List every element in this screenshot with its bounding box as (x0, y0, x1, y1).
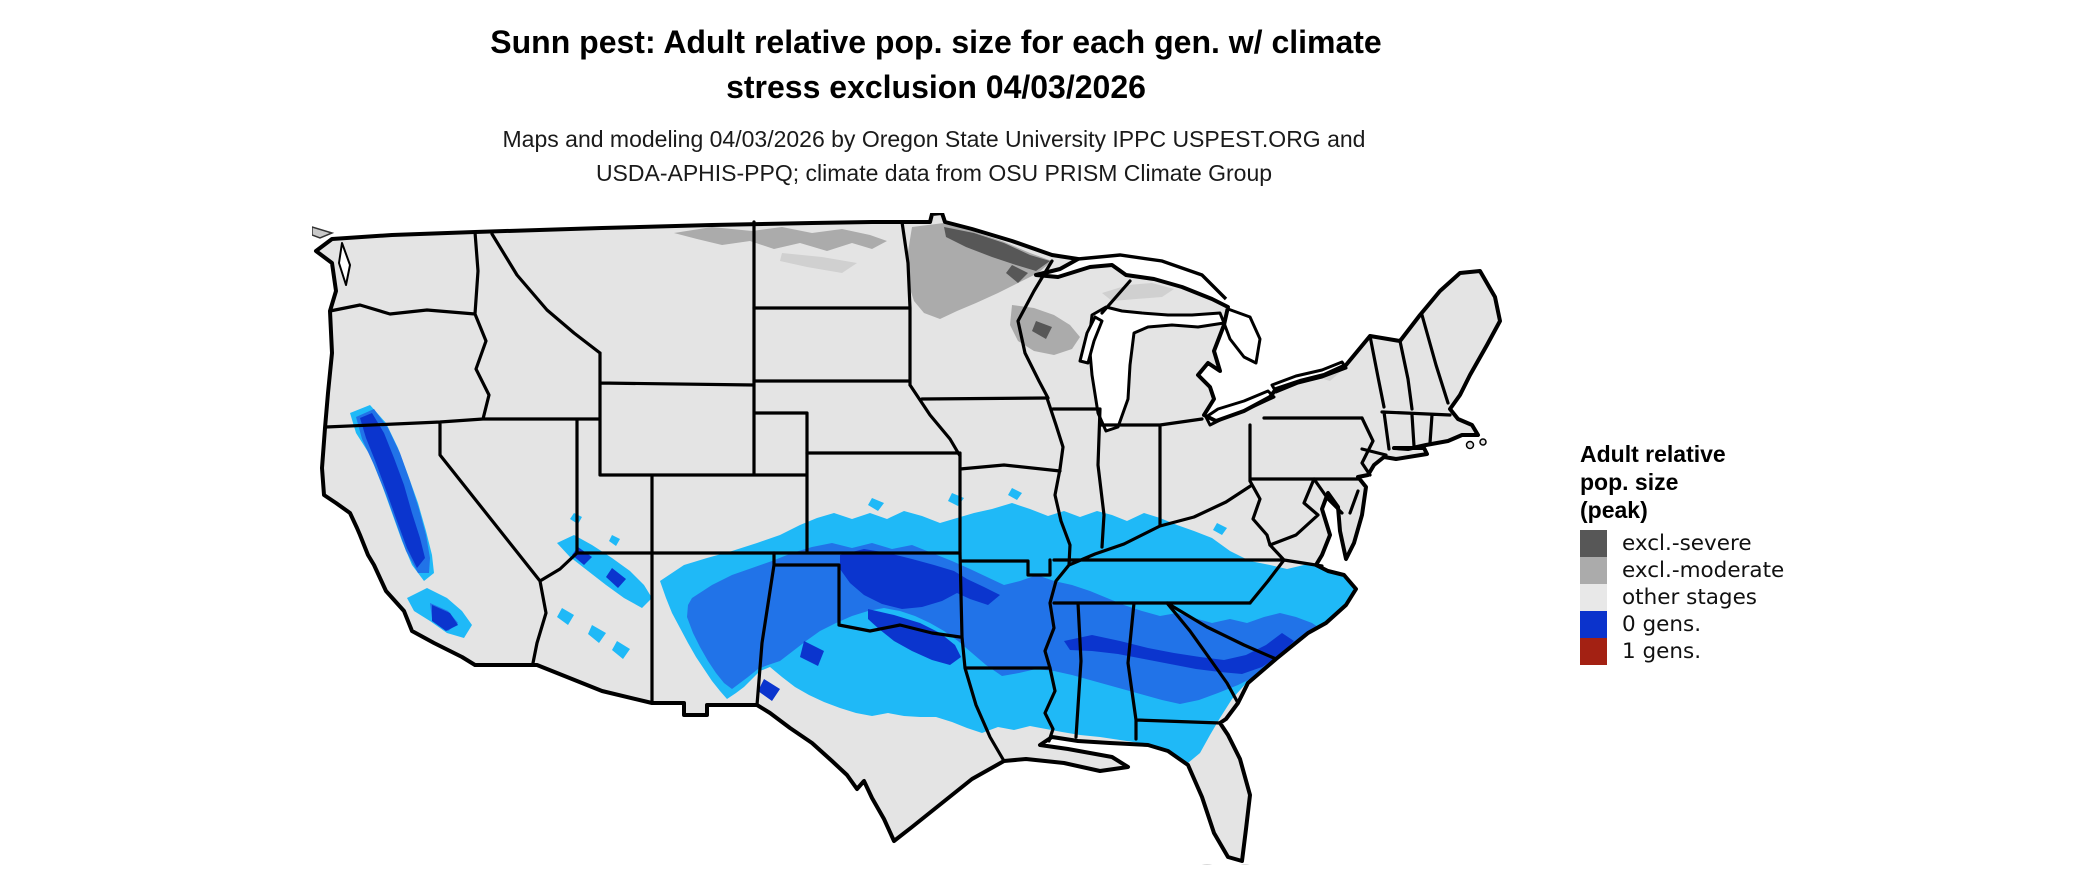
map-subtitle-line1: Maps and modeling 04/03/2026 by Oregon S… (502, 126, 1366, 152)
legend-item-1-gens: 1 gens. (1580, 638, 2000, 665)
legend-swatch-other-stages (1580, 584, 1607, 611)
us-map-svg (311, 211, 1502, 875)
us-map-figure (311, 211, 1534, 875)
state-borders-plains (752, 220, 1062, 763)
map-data-regions (333, 223, 1356, 763)
map-subtitle-line2: USDA-APHIS-PPQ; climate data from OSU PR… (595, 160, 1273, 186)
excl-moderate-light-region (780, 253, 1346, 381)
legend-label-1-gens: 1 gens. (1622, 639, 1702, 664)
legend-title-line2: pop. size (1580, 469, 1679, 495)
puget-sound (338, 242, 351, 286)
map-title-line2: stress exclusion 04/03/2026 (726, 69, 1146, 105)
lake-huron (1222, 307, 1262, 365)
green-bay (1078, 315, 1104, 365)
legend-swatch-excl-moderate (1580, 557, 1607, 584)
legend-swatch-excl-severe (1580, 530, 1607, 557)
map-subtitle: Maps and modeling 04/03/2026 by Oregon S… (0, 122, 1868, 190)
state-borders-midwest-south (1016, 259, 1324, 743)
legend-swatch-0-gens (1580, 611, 1607, 638)
legend-item-other-stages: other stages (1580, 584, 2000, 611)
legend-item-excl-moderate: excl.-moderate (1580, 557, 2000, 584)
legend-item-0-gens: 0 gens. (1580, 611, 2000, 638)
florida-keys (1239, 864, 1251, 870)
excl-severe-region (944, 227, 1052, 339)
state-borders-west (324, 220, 962, 705)
legend-title: Adult relative pop. size (peak) (1580, 440, 2000, 524)
state-borders-east (1248, 313, 1452, 547)
legend-title-line1: Adult relative (1580, 441, 1726, 467)
map-title: Sunn pest: Adult relative pop. size for … (0, 20, 1872, 110)
legend-title-line3: (peak) (1580, 497, 1648, 523)
canada-border-lake-superior (1077, 253, 1228, 301)
map-title-line1: Sunn pest: Adult relative pop. size for … (490, 24, 1382, 60)
legend-swatch-1-gens (1580, 638, 1607, 665)
map-legend: Adult relative pop. size (peak) excl.-se… (1580, 440, 2000, 665)
legend-label-0-gens: 0 gens. (1622, 612, 1702, 637)
legend-label-excl-severe: excl.-severe (1622, 531, 1752, 556)
legend-label-other-stages: other stages (1622, 585, 1757, 610)
marthas-vineyard-island (1479, 438, 1487, 446)
state-borders (324, 220, 1452, 763)
nantucket-island (1465, 440, 1475, 450)
legend-label-excl-moderate: excl.-moderate (1622, 558, 1785, 583)
vancouver-island-sliver (311, 225, 335, 239)
florida-keys (1200, 864, 1214, 870)
excl-moderate-region (674, 223, 1080, 355)
legend-item-excl-severe: excl.-severe (1580, 530, 2000, 557)
legend-items: excl.-severe excl.-moderate other stages… (1580, 530, 2000, 665)
